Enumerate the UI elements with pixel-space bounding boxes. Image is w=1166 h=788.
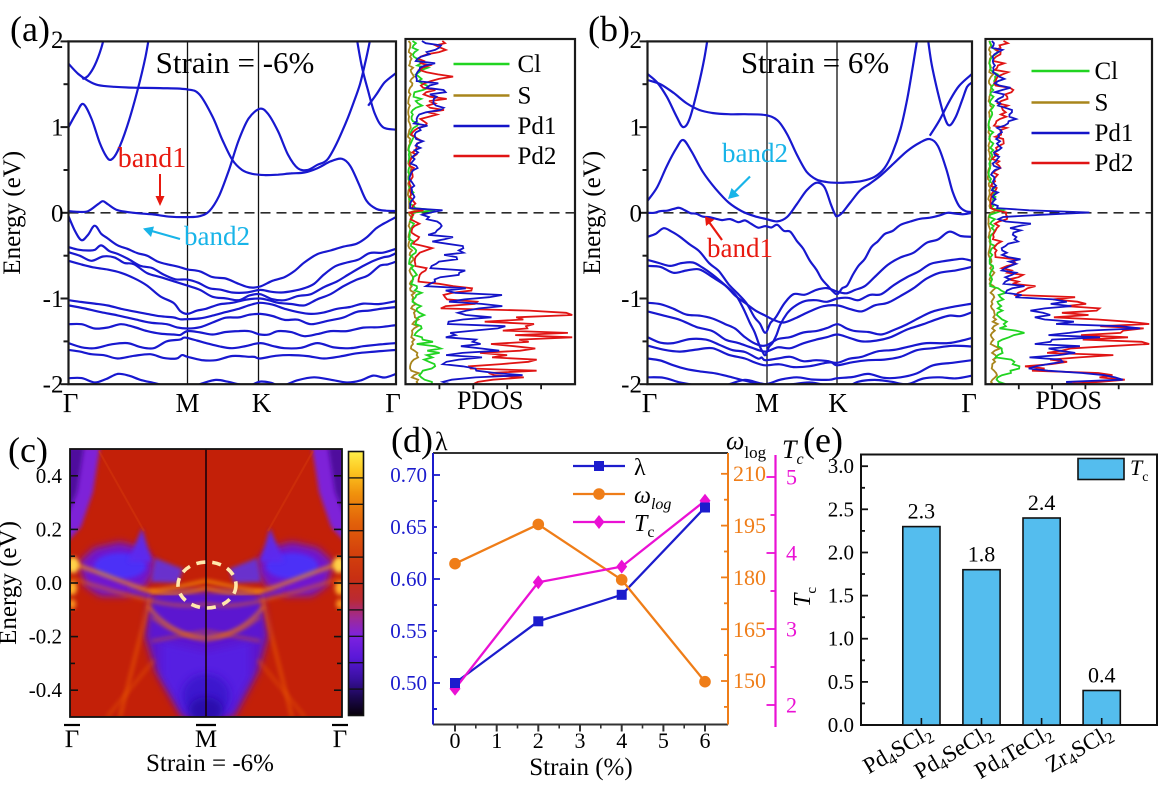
- svg-text:Pd1: Pd1: [1095, 120, 1134, 147]
- svg-text:165: 165: [733, 617, 766, 642]
- svg-text:Strain = 6%: Strain = 6%: [741, 45, 889, 80]
- svg-text:2.3: 2.3: [908, 499, 936, 524]
- svg-text:Tc: Tc: [782, 435, 804, 468]
- svg-text:Energy (eV): Energy (eV): [579, 151, 606, 275]
- svg-text:-2: -2: [43, 372, 64, 399]
- svg-text:-0.4: -0.4: [29, 678, 63, 702]
- svg-text:band2: band2: [184, 221, 250, 251]
- svg-text:(d): (d): [391, 420, 433, 460]
- svg-text:Energy (eV): Energy (eV): [0, 521, 22, 645]
- svg-text:1: 1: [51, 115, 64, 142]
- svg-text:Cl: Cl: [518, 51, 542, 78]
- svg-text:band2: band2: [722, 138, 788, 168]
- svg-text:0: 0: [51, 200, 64, 227]
- svg-text:5: 5: [786, 465, 797, 490]
- svg-text:(e): (e): [803, 420, 843, 460]
- svg-text:1: 1: [491, 728, 502, 753]
- svg-text:0.50: 0.50: [390, 671, 427, 695]
- svg-text:Γ: Γ: [63, 388, 79, 418]
- svg-text:0.65: 0.65: [390, 515, 427, 539]
- svg-text:Pd2: Pd2: [1095, 150, 1134, 177]
- svg-text:K: K: [252, 388, 272, 418]
- svg-text:1.0: 1.0: [828, 627, 854, 651]
- svg-text:(b): (b): [588, 9, 630, 49]
- svg-text:2: 2: [533, 728, 544, 753]
- svg-text:band1: band1: [118, 143, 186, 174]
- svg-text:(a): (a): [10, 9, 50, 49]
- svg-text:K: K: [828, 388, 848, 418]
- svg-text:Strain (%): Strain (%): [529, 754, 632, 781]
- svg-text:0.0: 0.0: [36, 571, 62, 595]
- svg-text:5: 5: [658, 728, 669, 753]
- svg-text:0.4: 0.4: [36, 464, 63, 488]
- svg-text:-1: -1: [43, 286, 64, 313]
- svg-text:0.0: 0.0: [828, 713, 854, 737]
- svg-text:(c): (c): [8, 430, 48, 470]
- svg-text:Tc: Tc: [790, 587, 820, 607]
- svg-text:210: 210: [733, 461, 766, 486]
- svg-text:0.2: 0.2: [36, 517, 62, 541]
- svg-text:M: M: [755, 388, 779, 418]
- svg-text:2.5: 2.5: [828, 497, 854, 521]
- svg-text:PDOS: PDOS: [1036, 386, 1102, 415]
- svg-text:0: 0: [630, 200, 643, 227]
- svg-text:0.60: 0.60: [390, 567, 427, 591]
- svg-text:PDOS: PDOS: [457, 386, 523, 415]
- svg-text:band1: band1: [707, 233, 773, 263]
- svg-text:Pd2: Pd2: [518, 143, 557, 170]
- svg-text:2.0: 2.0: [828, 541, 854, 565]
- svg-text:6: 6: [700, 728, 711, 753]
- svg-text:0: 0: [450, 728, 461, 753]
- svg-text:Γ: Γ: [961, 388, 977, 418]
- svg-text:0.5: 0.5: [828, 670, 854, 694]
- svg-text:0.55: 0.55: [390, 619, 427, 643]
- svg-text:1: 1: [630, 115, 643, 142]
- svg-text:3.0: 3.0: [828, 454, 854, 478]
- svg-text:Γ: Γ: [642, 388, 658, 418]
- svg-text:S: S: [1095, 90, 1109, 117]
- svg-text:-0.2: -0.2: [29, 625, 62, 649]
- svg-text:Strain = -6%: Strain = -6%: [146, 750, 274, 777]
- svg-text:Γ: Γ: [385, 388, 401, 418]
- svg-text:2.4: 2.4: [1028, 490, 1056, 515]
- svg-text:4: 4: [616, 728, 627, 753]
- svg-text:195: 195: [733, 513, 766, 538]
- svg-text:λ: λ: [634, 455, 646, 481]
- svg-text:3: 3: [575, 728, 586, 753]
- svg-text:Tc: Tc: [634, 511, 654, 541]
- svg-text:1.5: 1.5: [828, 584, 854, 608]
- svg-text:Cl: Cl: [1095, 58, 1119, 85]
- svg-text:Γ: Γ: [333, 726, 347, 753]
- svg-text:4: 4: [786, 541, 797, 566]
- svg-text:Pd1: Pd1: [518, 113, 557, 140]
- svg-text:-1: -1: [621, 286, 642, 313]
- svg-text:Γ: Γ: [65, 726, 79, 753]
- svg-text:2: 2: [51, 27, 64, 54]
- svg-text:1.8: 1.8: [968, 542, 996, 567]
- svg-text:S: S: [518, 83, 532, 110]
- svg-text:2: 2: [786, 693, 797, 718]
- svg-text:M: M: [195, 726, 217, 753]
- svg-text:-2: -2: [621, 372, 642, 399]
- svg-text:λ: λ: [435, 427, 448, 456]
- svg-text:3: 3: [786, 617, 797, 642]
- svg-text:Tc: Tc: [1130, 455, 1148, 485]
- svg-text:180: 180: [733, 565, 766, 590]
- svg-text:M: M: [175, 388, 199, 418]
- svg-text:2: 2: [630, 27, 643, 54]
- svg-text:150: 150: [733, 668, 766, 693]
- svg-text:0.70: 0.70: [390, 463, 427, 487]
- svg-text:Strain = -6%: Strain = -6%: [156, 45, 315, 80]
- svg-text:Energy (eV): Energy (eV): [0, 151, 26, 275]
- svg-text:0.4: 0.4: [1088, 663, 1116, 688]
